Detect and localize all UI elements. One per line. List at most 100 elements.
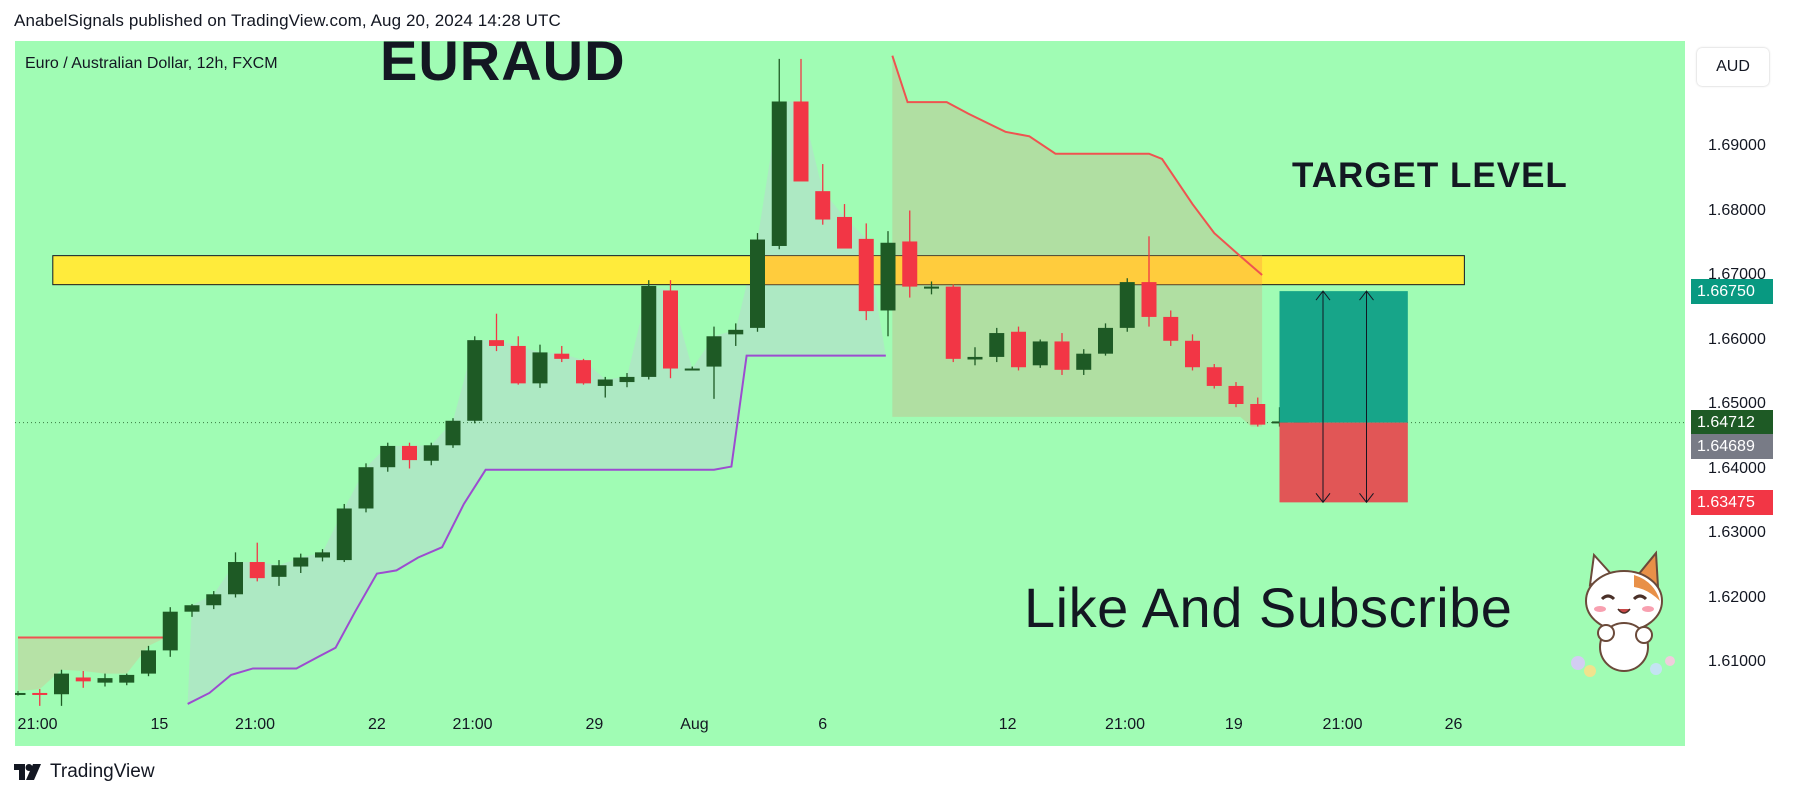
candle-body [1141, 282, 1157, 317]
x-tick-label: 22 [367, 716, 386, 733]
target-zone-overlap [755, 255, 1263, 285]
candle-body [641, 285, 657, 377]
x-tick-label: 12 [998, 716, 1017, 733]
candle-body [380, 445, 396, 468]
candle-body [32, 692, 48, 695]
candle-body [271, 565, 287, 577]
candle-body [554, 353, 570, 359]
candle-body [1032, 341, 1048, 366]
candle-body [315, 552, 330, 558]
candle-body [619, 376, 635, 383]
candle-body [880, 242, 896, 311]
candle-body [293, 557, 309, 567]
upper-band-fill-right [892, 55, 1263, 427]
candle-body [358, 467, 374, 509]
tradingview-footer[interactable]: TradingView [14, 761, 155, 783]
candle-body [532, 352, 548, 384]
candle-body [467, 340, 483, 421]
x-tick-label: 15 [150, 716, 169, 733]
y-tick-label: 1.66000 [1708, 330, 1766, 348]
candle-body [989, 333, 1005, 357]
chart-title-annotation: EURAUD [380, 29, 626, 92]
candle-body [815, 191, 831, 220]
y-tick-label: 1.63000 [1708, 524, 1766, 541]
x-tick-label: Aug [680, 716, 709, 733]
position-arrowhead-down [1315, 493, 1331, 504]
y-tick-label: 1.62000 [1708, 588, 1766, 606]
x-tick-label: 21:00 [452, 716, 493, 733]
candle-body [97, 678, 113, 683]
candle-body [1011, 331, 1026, 368]
candle-body [945, 286, 961, 359]
tradingview-wordmark: TradingView [50, 761, 155, 782]
candle-body [576, 360, 591, 384]
x-tick-label: 26 [1444, 716, 1463, 733]
candle-body [837, 216, 852, 249]
candle-body [967, 356, 983, 360]
cat-mascot-sticker [1571, 550, 1675, 677]
profit-zone [1279, 291, 1408, 423]
lower-band-fill [187, 101, 886, 704]
currency-button[interactable]: AUD [1697, 48, 1769, 86]
candle-body [1119, 282, 1135, 328]
position-arrowhead-up [1359, 290, 1374, 301]
candle-body [793, 101, 809, 182]
candle-body [858, 238, 874, 312]
bid-price-badge: 1.64689 [1691, 433, 1773, 459]
candle-body [1054, 341, 1070, 370]
candle-body [1206, 367, 1222, 386]
y-tick-label: 1.68000 [1708, 201, 1766, 219]
chart-layer [15, 55, 1685, 706]
upper-line-1 [891, 55, 1263, 276]
candle-body [336, 508, 352, 561]
target-price-badge: 1.66750 [1691, 278, 1773, 304]
x-tick-label: 19 [1224, 716, 1243, 733]
candle-body [510, 345, 526, 384]
candle-body [54, 673, 69, 695]
candle-body [249, 562, 265, 579]
candle-body [15, 692, 26, 695]
candle-body [1250, 404, 1266, 425]
candle-body [1185, 340, 1200, 368]
candle-body [119, 674, 135, 683]
candle-body [663, 290, 678, 369]
stop-price-badge: 1.63475 [1691, 489, 1773, 515]
candle-body [597, 379, 613, 386]
y-tick-label: 1.64000 [1708, 459, 1766, 477]
candle-body [728, 329, 744, 335]
like-and-subscribe-text: Like And Subscribe [1024, 576, 1513, 639]
candle-body [771, 101, 787, 246]
x-tick-label: 21:00 [1322, 716, 1363, 733]
candle-body [423, 445, 439, 461]
position-arrowhead-up [1315, 290, 1331, 301]
candle-body [75, 677, 91, 682]
candle-body [445, 420, 461, 446]
candle-body [1076, 353, 1092, 370]
last-price-badge: 1.64712 [1691, 410, 1773, 436]
target-level-label: TARGET LEVEL [1292, 156, 1568, 195]
published-line: AnabelSignals published on TradingView.c… [14, 11, 561, 30]
y-tick-label: 1.69000 [1708, 137, 1766, 154]
lower-line [187, 354, 886, 705]
upper-band-fill-left [18, 637, 166, 692]
candle-body [684, 368, 700, 371]
y-tick-label: 1.65000 [1708, 395, 1766, 412]
candle-body [902, 241, 918, 287]
candle-body [706, 336, 722, 367]
candle-body [184, 605, 200, 612]
candle-body [162, 611, 178, 651]
loss-zone [1279, 422, 1408, 503]
x-tick-label: 21:00 [1105, 716, 1146, 733]
candle-body [141, 650, 156, 674]
candle-body [924, 286, 939, 289]
x-tick-label: 6 [818, 716, 828, 733]
y-tick-label: 1.61000 [1708, 653, 1766, 670]
candle-body [228, 562, 243, 595]
x-tick-label: 29 [585, 716, 604, 733]
candle-body [1163, 316, 1179, 341]
candle-body [1228, 385, 1244, 404]
x-tick-label: 21:00 [17, 716, 58, 733]
x-tick-label: 21:00 [235, 716, 276, 733]
candle-body [489, 340, 504, 346]
